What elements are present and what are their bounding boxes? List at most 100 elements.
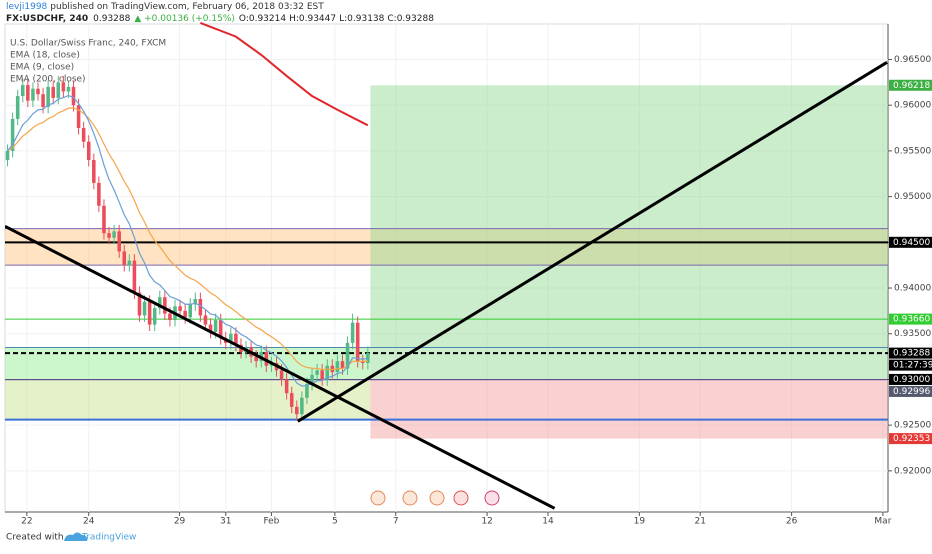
candle-body bbox=[295, 406, 299, 415]
price-label-bg bbox=[889, 347, 932, 359]
candle-body bbox=[76, 105, 81, 129]
candle-body bbox=[5, 150, 10, 161]
x-tick-label: Feb bbox=[263, 517, 279, 527]
candle-body bbox=[320, 370, 324, 380]
price-label-bg bbox=[889, 79, 932, 91]
candle-body bbox=[178, 306, 182, 311]
x-tick-label: 12 bbox=[481, 517, 492, 527]
price-label: 0.93660 bbox=[893, 315, 930, 325]
footer-brand[interactable]: TradingView bbox=[81, 533, 136, 543]
ohlc: C:0.93288 bbox=[387, 14, 434, 24]
x-tick-label: 14 bbox=[542, 517, 554, 527]
legend-entry: EMA (9, close) bbox=[10, 63, 74, 73]
candle-body bbox=[20, 85, 25, 97]
footer-text: Created with bbox=[6, 533, 64, 543]
y-tick-label: 0.96000 bbox=[894, 101, 931, 111]
candle-body bbox=[158, 297, 162, 309]
price-label-bg bbox=[889, 236, 932, 248]
y-tick-label: 0.92500 bbox=[894, 421, 931, 431]
candle-body bbox=[97, 182, 101, 206]
publisher[interactable]: levji1998 bbox=[6, 2, 48, 12]
candle-body bbox=[325, 365, 330, 380]
candle-body bbox=[122, 251, 127, 266]
candle-body bbox=[188, 304, 193, 318]
candle-body bbox=[107, 233, 111, 238]
candle-body bbox=[71, 86, 76, 106]
ema-line bbox=[7, 107, 368, 371]
x-tick-label: 24 bbox=[83, 517, 95, 527]
price-label-bg bbox=[889, 433, 932, 445]
candle-body bbox=[127, 260, 132, 266]
candle-body bbox=[284, 379, 289, 394]
y-tick-label: 0.92000 bbox=[894, 466, 931, 476]
zone bbox=[370, 85, 888, 380]
candle-body bbox=[340, 361, 345, 369]
candle-body bbox=[86, 141, 91, 161]
symbol: FX:USDCHF, 240 bbox=[6, 14, 88, 24]
candle-body bbox=[51, 86, 55, 98]
candle-body bbox=[305, 384, 309, 398]
candle-body bbox=[92, 160, 96, 183]
zone bbox=[5, 228, 888, 266]
candle-body bbox=[218, 320, 223, 339]
candle-body bbox=[355, 322, 360, 362]
candle-body bbox=[10, 118, 15, 151]
candle-body bbox=[66, 86, 71, 92]
price-label: 0.94500 bbox=[893, 238, 930, 248]
candle-body bbox=[213, 320, 218, 332]
candle-body bbox=[152, 308, 157, 325]
countdown-bg bbox=[889, 359, 932, 371]
candle-body bbox=[366, 352, 370, 363]
legend-entry: U.S. Dollar/Swiss Franc, 240, FXCM bbox=[10, 39, 166, 49]
x-tick-label: 22 bbox=[21, 517, 32, 527]
price-label-bg bbox=[889, 313, 932, 325]
x-tick-label: 31 bbox=[220, 517, 231, 527]
candle-body bbox=[168, 313, 172, 321]
header-line: levji1998 published on TradingView.com, F… bbox=[6, 2, 324, 12]
y-tick-label: 0.93500 bbox=[894, 329, 931, 339]
x-tick-label: 26 bbox=[786, 517, 798, 527]
candle-body bbox=[142, 301, 147, 316]
candle-body bbox=[81, 128, 86, 142]
candle-body bbox=[41, 94, 45, 108]
candle-body bbox=[335, 361, 340, 373]
zone bbox=[370, 379, 888, 439]
quote-line: FX:USDCHF, 240 0.93288 ▲ +0.00136 (+0.15%)… bbox=[6, 14, 434, 24]
candle-body bbox=[203, 315, 208, 325]
candle-body bbox=[163, 297, 167, 314]
ohlc: O:0.93214 bbox=[239, 14, 286, 24]
candle-body bbox=[234, 333, 238, 345]
candle-body bbox=[229, 333, 233, 343]
x-tick-label: 19 bbox=[634, 517, 646, 527]
candle-body bbox=[198, 298, 203, 316]
candle-body bbox=[102, 205, 106, 234]
y-tick-label: 0.95500 bbox=[894, 146, 931, 156]
candle-body bbox=[208, 324, 213, 332]
event-icons bbox=[370, 490, 500, 506]
ema-line bbox=[7, 94, 368, 387]
candle-body bbox=[193, 298, 198, 305]
price-label-bg bbox=[889, 373, 932, 385]
x-tick-label: 21 bbox=[695, 517, 706, 527]
y-tick-label: 0.95000 bbox=[894, 192, 931, 202]
candle-body bbox=[31, 88, 35, 101]
candle-body bbox=[350, 322, 355, 343]
candle-body bbox=[183, 310, 187, 318]
published: published on TradingView.com, February 0… bbox=[50, 2, 324, 12]
price-label: 0.92996 bbox=[893, 387, 930, 397]
countdown: 01:27:39 bbox=[893, 361, 932, 371]
y-tick-label: 0.96500 bbox=[894, 55, 931, 65]
x-tick-label: Mar bbox=[874, 517, 891, 527]
change: ▲ +0.00136 (+0.15%) bbox=[134, 14, 235, 24]
x-tick-label: 29 bbox=[174, 517, 186, 527]
legend-entry: EMA (18, close) bbox=[10, 51, 80, 61]
logo bbox=[64, 532, 88, 541]
candle-body bbox=[137, 292, 142, 316]
ohlc: L:0.93138 bbox=[339, 14, 385, 24]
candle-body bbox=[15, 96, 20, 119]
candle-body bbox=[36, 88, 40, 95]
candle-body bbox=[61, 82, 66, 92]
price-label-bg bbox=[889, 385, 932, 397]
trend-line bbox=[5, 224, 556, 510]
